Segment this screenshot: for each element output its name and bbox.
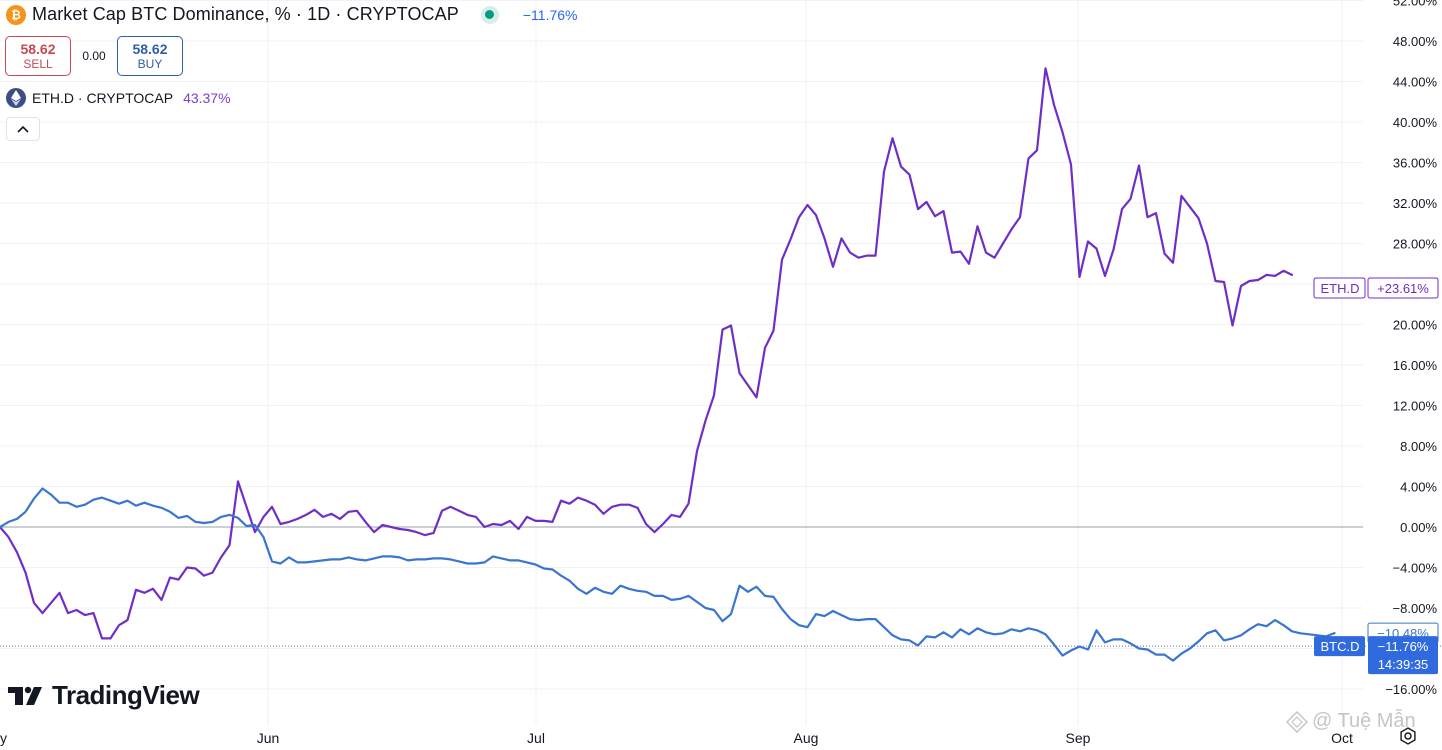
series-lines	[0, 67, 1336, 662]
compare-symbol: ETH.D · CRYPTOCAP	[32, 90, 174, 106]
reference-lines	[0, 526, 1442, 647]
y-tick-label: −8.00%	[1393, 601, 1438, 616]
y-tick-label: −16.00%	[1385, 682, 1437, 697]
y-tick-label: 40.00%	[1393, 115, 1438, 130]
compare-value: 43.37%	[183, 90, 231, 106]
header-change: −11.76%	[522, 6, 578, 23]
y-tick-label: 28.00%	[1393, 237, 1438, 252]
chevron-up-icon	[17, 125, 29, 133]
y-tick-label: 20.00%	[1393, 318, 1438, 333]
x-tick-label: y	[0, 730, 7, 746]
y-tick-label: 16.00%	[1393, 358, 1438, 373]
market-status-icon[interactable]	[480, 5, 499, 24]
value-badges: ETH.D +23.61%−10.48%BTC.D −11.76%14:39:35	[1313, 277, 1439, 675]
y-tick-label: 44.00%	[1393, 75, 1438, 90]
x-tick-label: Oct	[1331, 730, 1353, 746]
buy-button[interactable]: 58.62 BUY	[117, 36, 183, 76]
tradingview-logo-text: TradingView	[52, 680, 200, 710]
y-tick-label: 8.00%	[1400, 439, 1437, 454]
y-tick-label: 52.00%	[1393, 0, 1438, 9]
btc-value-badge	[1368, 636, 1438, 675]
eth-name-badge	[1313, 277, 1366, 299]
x-axis: y Jun Jul Aug Sep Oct	[0, 730, 1353, 746]
eth-value-badge	[1367, 277, 1439, 299]
x-tick-label: Aug	[794, 730, 819, 746]
compare-symbol-row[interactable]: ETH.D · CRYPTOCAP 43.37%	[6, 88, 231, 108]
chart-title: Market Cap BTC Dominance, % · 1D · CRYPT…	[32, 4, 459, 24]
y-tick-label: 48.00%	[1393, 34, 1438, 49]
buy-price: 58.62	[132, 41, 168, 57]
y-tick-label: 12.00%	[1393, 399, 1438, 414]
y-axis: −16.00%−12.00%−8.00%−4.00%0.00%4.00%8.00…	[1385, 0, 1437, 697]
btc-name-badge-label: BTC.D	[1321, 639, 1360, 654]
x-tick-label: Jun	[257, 730, 280, 746]
y-tick-label: 36.00%	[1393, 156, 1438, 171]
chart-header: ₿ Market Cap BTC Dominance, % · 1D · CRY…	[6, 4, 577, 25]
bitcoin-logo-icon: ₿	[6, 4, 26, 25]
watermark: @ Tuệ Mẫn	[1286, 710, 1416, 733]
tradingview-logo[interactable]: TradingView	[8, 680, 200, 711]
y-tick-label: 0.00%	[1400, 520, 1437, 535]
sell-price: 58.62	[20, 41, 56, 57]
series-line-btcd	[0, 487, 1336, 662]
watermark-text: @ Tuệ Mẫn	[1312, 710, 1416, 732]
diamond-icon	[1286, 710, 1308, 733]
y-tick-label: 4.00%	[1400, 480, 1437, 495]
y-tick-label: 32.00%	[1393, 196, 1438, 211]
y-tick-label: −4.00%	[1393, 561, 1438, 576]
tradingview-logo-icon	[8, 686, 42, 705]
buy-label: BUY	[137, 57, 163, 71]
btc-countdown-label: 14:39:35	[1378, 657, 1429, 672]
ethereum-logo-icon	[6, 88, 26, 108]
settings-icon[interactable]	[1398, 726, 1418, 746]
x-tick-label: Jul	[527, 730, 545, 746]
series-line-ethd	[0, 67, 1294, 640]
spread-value: 0.00	[82, 49, 106, 63]
collapse-legend-button[interactable]	[6, 117, 40, 141]
btc-name-badge	[1314, 636, 1365, 657]
sell-label: SELL	[23, 57, 53, 71]
chart-grid	[0, 0, 1363, 725]
eth-name-badge-label: ETH.D	[1321, 281, 1360, 296]
trade-panel: 58.62 SELL 0.00 58.62 BUY	[5, 36, 183, 76]
sell-button[interactable]: 58.62 SELL	[5, 36, 71, 76]
btc-value-badge-label: −11.76%	[1378, 639, 1429, 654]
eth-value-badge-label: +23.61%	[1377, 281, 1429, 296]
x-tick-label: Sep	[1066, 730, 1091, 746]
